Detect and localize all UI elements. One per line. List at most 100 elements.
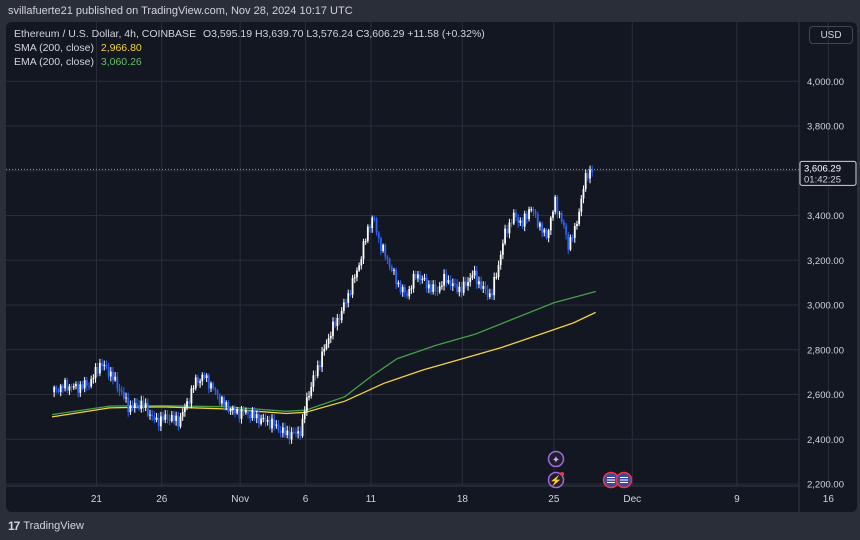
- candle-body: [591, 169, 594, 173]
- symbol-title[interactable]: Ethereum / U.S. Dollar, 4h, COINBASE: [14, 28, 197, 40]
- candle-body: [188, 401, 191, 404]
- tradingview-logo-icon: 17: [8, 519, 20, 533]
- candle-body: [77, 384, 80, 393]
- candle-body: [120, 390, 123, 393]
- candle-body: [445, 273, 448, 283]
- candle-body: [401, 287, 404, 293]
- candle-body: [236, 409, 239, 414]
- candle-body: [436, 291, 439, 293]
- candle-body: [573, 226, 576, 238]
- symbol-legend[interactable]: Ethereum / U.S. Dollar, 4h, COINBASE O3,…: [14, 28, 485, 40]
- candle-body: [151, 414, 154, 417]
- candle-body: [101, 362, 103, 366]
- candle-body: [342, 302, 345, 311]
- candle-body: [53, 386, 56, 393]
- candle-body: [55, 386, 58, 390]
- time-tick-label: 26: [156, 494, 168, 505]
- candle-body: [218, 394, 221, 404]
- candle-body: [562, 221, 565, 226]
- candle-body: [458, 286, 461, 292]
- candle-body: [197, 377, 199, 383]
- time-tick-label: 16: [823, 494, 835, 505]
- price-tick-label: 2,400.00: [807, 435, 844, 446]
- candle-body: [462, 281, 465, 293]
- price-tick-label: 3,800.00: [807, 122, 844, 133]
- candle-body: [109, 371, 112, 377]
- candle-body: [225, 402, 228, 406]
- candle-body: [423, 277, 426, 280]
- lightning-event-icon[interactable]: [547, 471, 565, 489]
- candle-body: [173, 415, 175, 421]
- candle-body: [558, 213, 561, 215]
- candle-body: [258, 414, 260, 424]
- ema-value: 3,060.26: [100, 56, 142, 68]
- candle-body: [266, 420, 269, 422]
- candle-body: [183, 407, 186, 412]
- candle-body: [576, 224, 578, 227]
- last-price-label: 3,606.29: [804, 163, 841, 174]
- candle-body: [105, 364, 108, 368]
- candle-body: [377, 232, 380, 239]
- candle-body: [410, 288, 413, 290]
- candle-body: [528, 209, 530, 219]
- chart-panel[interactable]: 2,200.00 2,400.00 2,600.00 2,800.00 3,000.00…: [6, 22, 857, 512]
- sma-legend[interactable]: SMA (200, close) 2,966.80: [14, 42, 142, 54]
- candle-body: [427, 284, 430, 289]
- candle-body: [214, 388, 217, 391]
- ema-legend[interactable]: EMA (200, close) 3,060.26: [14, 56, 142, 68]
- candle-body: [345, 302, 347, 304]
- candle-body: [240, 408, 243, 419]
- candle-body: [484, 286, 487, 290]
- candle-body: [332, 321, 334, 336]
- candle-body: [373, 217, 376, 219]
- candle-body: [534, 211, 537, 214]
- candle-body: [430, 284, 432, 292]
- candle-body: [279, 430, 282, 433]
- candle-body: [388, 259, 391, 267]
- candle-body: [451, 283, 454, 287]
- candle-body: [393, 269, 395, 271]
- candle-body: [66, 379, 69, 391]
- time-tick-label: 25: [548, 494, 560, 505]
- tradingview-footer[interactable]: 17 TradingView: [8, 517, 84, 535]
- candle-body: [303, 411, 306, 419]
- candle-body: [582, 189, 585, 199]
- candle-body: [170, 415, 173, 422]
- candle-body: [417, 274, 419, 279]
- candle-body: [94, 367, 97, 378]
- lightning-glyph: ⚡: [550, 474, 562, 487]
- candle-body: [112, 371, 114, 381]
- candle-body: [519, 220, 522, 223]
- candle-body: [177, 415, 180, 427]
- candle-body: [338, 317, 341, 321]
- candle-body: [362, 241, 365, 260]
- candle-body: [210, 383, 212, 389]
- candle-body: [68, 386, 71, 391]
- candle-body: [83, 380, 86, 389]
- last-price-badge: [799, 160, 857, 186]
- ohlc-values: O3,595.19 H3,639.70 L3,576.24 C3,606.29 …: [203, 28, 485, 40]
- price-tick-label: 3,400.00: [807, 211, 844, 222]
- candle-body: [92, 377, 95, 380]
- candle-body: [580, 198, 583, 212]
- candle-body: [412, 273, 415, 289]
- candle-body: [192, 388, 195, 390]
- star-event-icon[interactable]: [547, 450, 565, 468]
- currency-selector[interactable]: USD: [809, 26, 853, 44]
- candle-body: [212, 383, 215, 389]
- price-chart[interactable]: 2,200.00 2,400.00 2,600.00 2,800.00 3,000.00…: [6, 22, 857, 512]
- candle-body: [118, 388, 121, 391]
- candle-body: [190, 388, 193, 404]
- candle-body: [216, 390, 219, 395]
- candle-body: [469, 277, 472, 283]
- candle-body: [125, 397, 127, 399]
- candle-body: [166, 414, 169, 419]
- candle-body: [327, 338, 330, 344]
- candle-body: [312, 375, 315, 387]
- candle-body: [530, 209, 533, 211]
- candle-body: [75, 384, 77, 387]
- candle-body: [486, 289, 489, 297]
- time-tick-label: 6: [303, 494, 309, 505]
- candle-body: [321, 351, 323, 368]
